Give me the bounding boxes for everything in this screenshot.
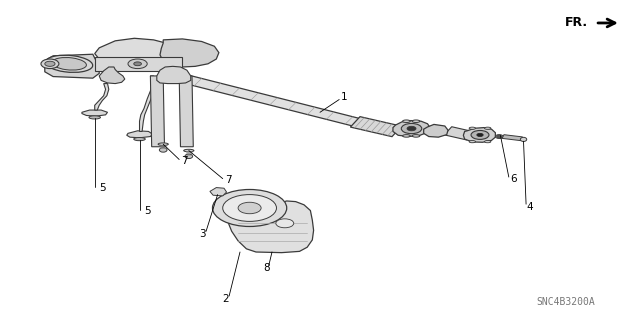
Polygon shape bbox=[463, 128, 495, 142]
Ellipse shape bbox=[484, 140, 491, 143]
Polygon shape bbox=[45, 54, 99, 78]
Ellipse shape bbox=[520, 137, 527, 142]
Ellipse shape bbox=[484, 127, 491, 130]
Polygon shape bbox=[95, 84, 109, 110]
Text: 7: 7 bbox=[181, 156, 188, 166]
Circle shape bbox=[238, 202, 261, 214]
Text: 8: 8 bbox=[263, 263, 269, 273]
Ellipse shape bbox=[403, 120, 410, 122]
Circle shape bbox=[401, 123, 422, 134]
Polygon shape bbox=[99, 67, 125, 84]
Circle shape bbox=[477, 133, 483, 137]
Polygon shape bbox=[82, 110, 108, 116]
Polygon shape bbox=[350, 117, 402, 137]
Text: 3: 3 bbox=[199, 229, 205, 239]
Text: 5: 5 bbox=[144, 206, 150, 216]
Circle shape bbox=[212, 189, 287, 226]
Polygon shape bbox=[179, 76, 193, 147]
Polygon shape bbox=[127, 131, 152, 138]
Polygon shape bbox=[223, 200, 314, 253]
Polygon shape bbox=[424, 124, 448, 137]
Circle shape bbox=[497, 135, 502, 138]
Ellipse shape bbox=[412, 135, 420, 137]
Polygon shape bbox=[95, 38, 182, 65]
Polygon shape bbox=[160, 39, 219, 67]
Polygon shape bbox=[502, 135, 522, 141]
Circle shape bbox=[276, 219, 294, 228]
Ellipse shape bbox=[469, 127, 476, 130]
Polygon shape bbox=[166, 71, 362, 127]
Ellipse shape bbox=[52, 57, 86, 70]
Circle shape bbox=[407, 126, 416, 131]
Circle shape bbox=[134, 62, 141, 66]
Ellipse shape bbox=[185, 154, 193, 159]
Ellipse shape bbox=[403, 135, 410, 137]
Circle shape bbox=[45, 61, 55, 66]
Ellipse shape bbox=[495, 135, 503, 138]
Text: 5: 5 bbox=[99, 183, 106, 193]
Text: 2: 2 bbox=[222, 294, 228, 304]
Ellipse shape bbox=[158, 143, 168, 145]
Polygon shape bbox=[210, 188, 227, 196]
Ellipse shape bbox=[412, 120, 420, 122]
Ellipse shape bbox=[159, 148, 167, 152]
Text: 4: 4 bbox=[526, 202, 532, 212]
Polygon shape bbox=[150, 76, 164, 147]
Ellipse shape bbox=[469, 140, 476, 143]
Circle shape bbox=[128, 59, 147, 69]
Text: FR.: FR. bbox=[565, 17, 588, 29]
Circle shape bbox=[471, 130, 489, 139]
Text: 6: 6 bbox=[511, 174, 517, 184]
Polygon shape bbox=[444, 127, 474, 140]
Ellipse shape bbox=[134, 137, 145, 141]
Ellipse shape bbox=[89, 116, 100, 119]
Polygon shape bbox=[157, 66, 191, 84]
Polygon shape bbox=[95, 57, 182, 71]
Ellipse shape bbox=[184, 149, 194, 152]
Ellipse shape bbox=[45, 55, 93, 72]
Text: 7: 7 bbox=[225, 175, 232, 185]
Polygon shape bbox=[393, 121, 430, 137]
Text: 1: 1 bbox=[341, 92, 348, 102]
Circle shape bbox=[223, 195, 276, 221]
Text: SNC4B3200A: SNC4B3200A bbox=[536, 297, 595, 307]
Ellipse shape bbox=[41, 59, 59, 69]
Polygon shape bbox=[140, 76, 154, 131]
